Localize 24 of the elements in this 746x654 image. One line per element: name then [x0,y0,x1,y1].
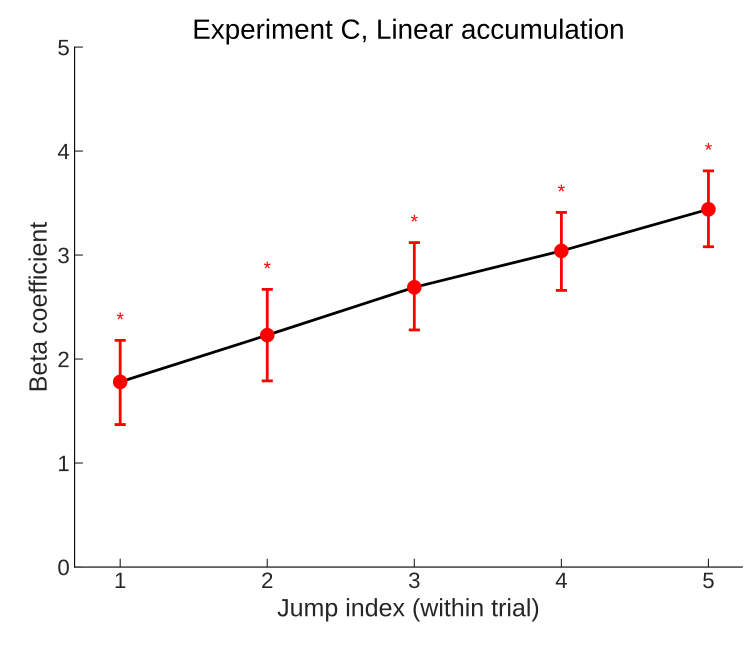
x-axis-title: Jump index (within trial) [278,598,538,622]
chart-title: Experiment C, Linear accumulation [194,18,623,45]
x-tick-label: 2 [262,572,272,588]
point [112,374,128,390]
x-tick-label: 3 [408,572,420,588]
annotation: * [410,214,418,222]
point [701,202,716,217]
annotation: * [264,262,271,268]
point [407,280,422,295]
y-axis-title: Beta coefficient [28,222,47,390]
y-tick-label: 4 [58,144,70,160]
x-tick-label: 4 [556,572,567,588]
annotation: * [116,312,124,320]
y-tick-label: 5 [58,40,69,56]
y-tick-label: 2 [58,352,69,368]
point [554,244,569,258]
point [260,328,275,342]
x-tick-label: 1 [116,572,126,588]
annotation: * [558,184,565,192]
x-tick-label: 5 [703,572,714,588]
y-tick-label: 3 [58,248,69,264]
y-tick-label: 1 [59,456,69,472]
annotation: * [704,143,712,150]
y-tick-label: 0 [58,560,69,576]
